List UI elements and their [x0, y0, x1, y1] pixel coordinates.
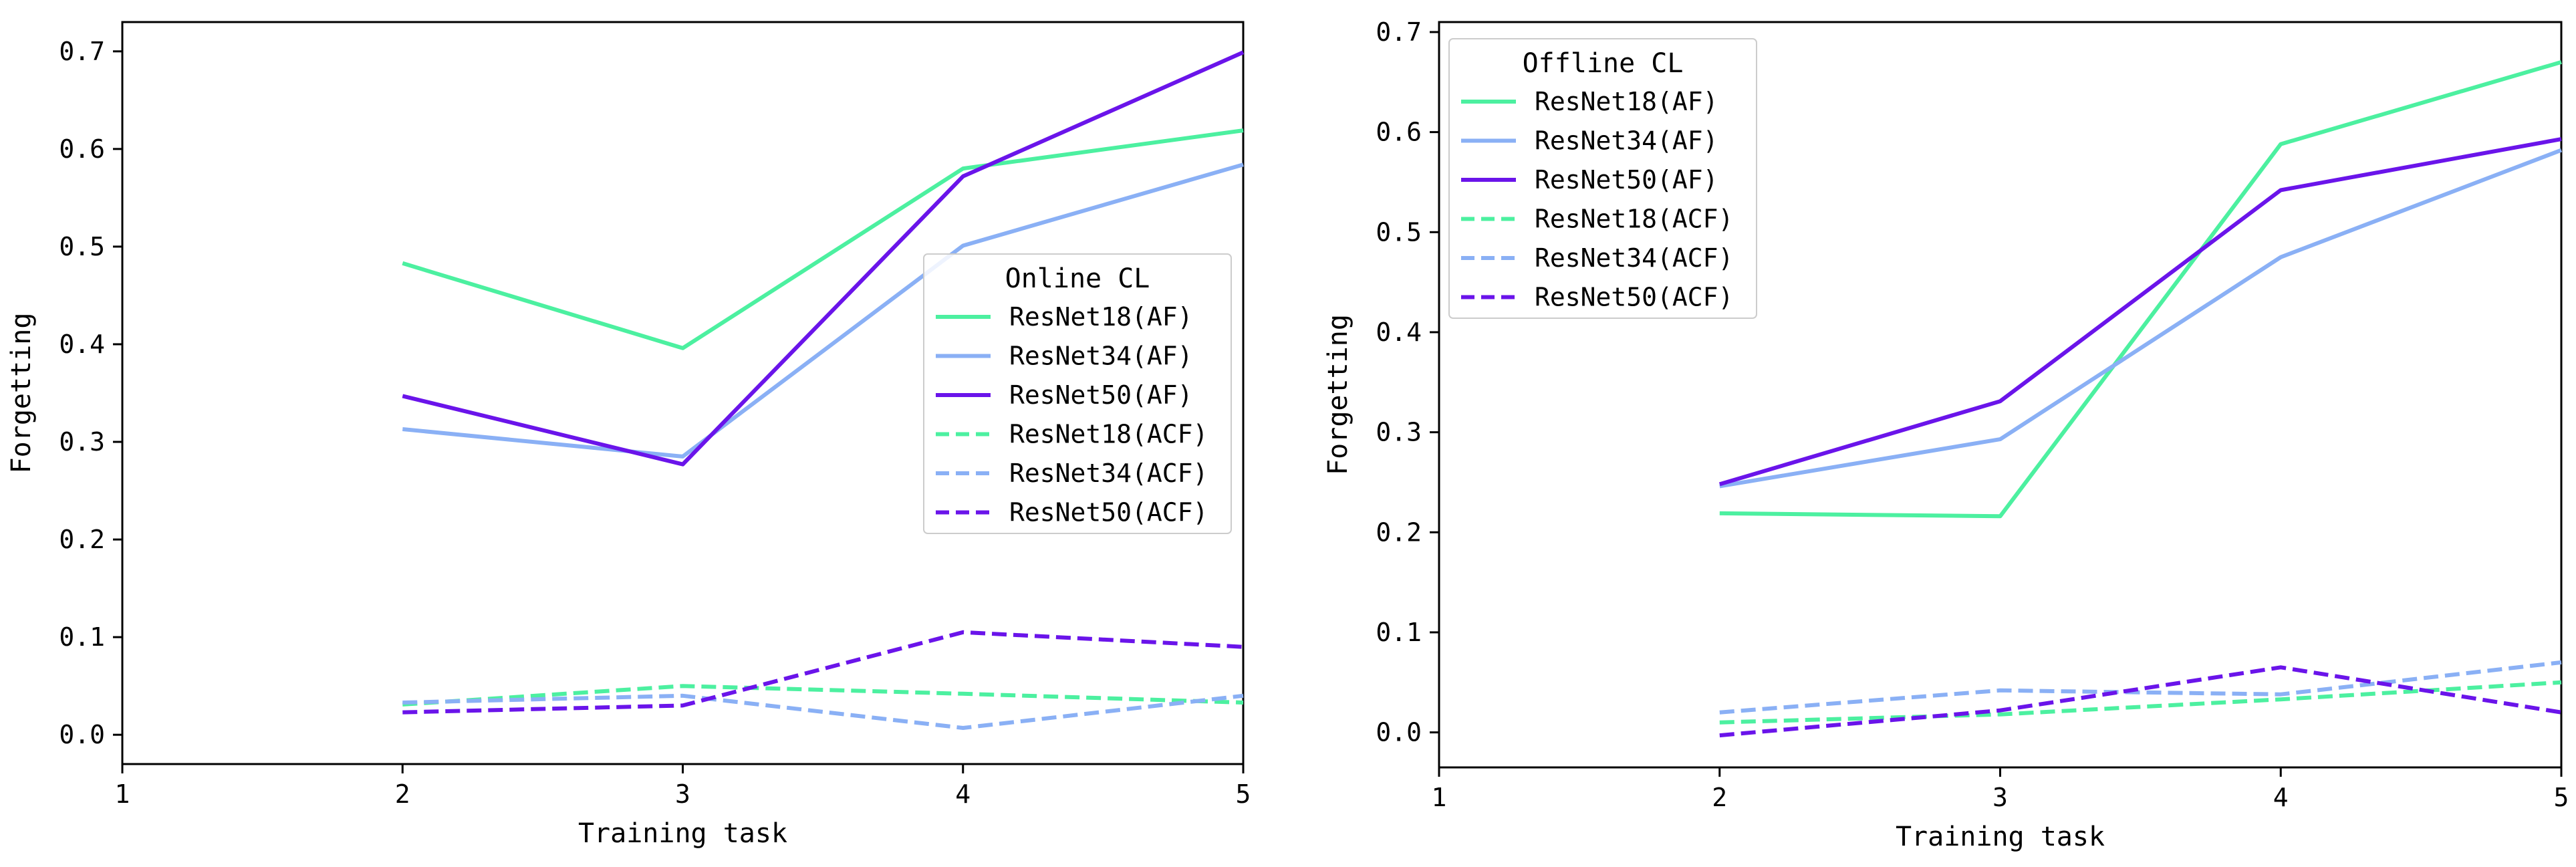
series-line-resnet50-acf: [402, 630, 1244, 715]
series-line-resnet34-af: [1719, 148, 2563, 489]
y-tick-label: 0.4: [59, 330, 105, 359]
legend-label-resnet18-acf: ResNet18(ACF): [1009, 420, 1208, 449]
y-axis-label: Forgetting: [1323, 314, 1354, 475]
y-tick-label: 0.6: [59, 134, 105, 164]
y-tick-label: 0.5: [1376, 217, 1422, 247]
legend-label-resnet50-af: ResNet50(AF): [1009, 380, 1193, 410]
x-axis-label: Training task: [1896, 822, 2105, 852]
series-line-resnet34-acf: [402, 693, 1244, 730]
y-axis-label: Forgetting: [6, 313, 37, 474]
legend-label-resnet34-acf: ResNet34(ACF): [1009, 459, 1208, 488]
chart-offline-cl: 1 2 3 4 5 0.0 0.1 0.2 0.3 0.4 0.5 0.6 0.7 Training ta…: [1323, 17, 2569, 852]
legend-label-resnet18-acf: ResNet18(ACF): [1535, 205, 1733, 234]
y-tick-label: 0.2: [1376, 517, 1422, 547]
legend-label-resnet50-acf: ResNet50(ACF): [1009, 498, 1208, 527]
legend-label-resnet34-acf: ResNet34(ACF): [1535, 243, 1733, 273]
x-tick-label: 1: [115, 779, 130, 809]
series-line-resnet50-af: [402, 50, 1245, 467]
y-tick-label: 0.1: [1376, 618, 1422, 647]
legend-label-resnet18-af: ResNet18(AF): [1009, 302, 1193, 332]
series-line-resnet50-acf: [1719, 665, 2562, 738]
y-tick-label: 0.6: [1376, 118, 1422, 147]
y-tick-label: 0.3: [1376, 418, 1422, 447]
legend-title: Offline CL: [1523, 48, 1684, 79]
x-tick-label: 2: [395, 779, 410, 809]
x-tick-label: 1: [1432, 783, 1447, 812]
series-line-resnet50-af: [1718, 137, 2562, 487]
y-tick-label: 0.4: [1376, 318, 1422, 347]
legend: Offline CL ResNet18(AF) ResNet34(AF) ResNet…: [1448, 38, 1757, 319]
y-tick-label: 0.7: [59, 37, 105, 66]
x-tick-label: 5: [1236, 779, 1251, 809]
legend-box: [1448, 38, 1757, 319]
series-line-resnet18-af: [402, 128, 1244, 350]
legend-title: Online CL: [1005, 263, 1150, 294]
legend: Online CL ResNet18(AF) ResNet34(AF) ResNet5…: [923, 253, 1232, 534]
legend-label-resnet34-af: ResNet34(AF): [1009, 342, 1193, 371]
legend-box: [923, 253, 1232, 534]
y-tick-label: 0.7: [1376, 17, 1422, 47]
x-tick-label: 3: [1992, 783, 2008, 812]
legend-label-resnet50-af: ResNet50(AF): [1535, 165, 1718, 195]
series-line-resnet34-af: [402, 162, 1244, 459]
legend-label-resnet18-af: ResNet18(AF): [1535, 87, 1718, 116]
series-line-resnet18-af: [1719, 60, 2562, 519]
series-line-resnet18-acf: [402, 684, 1244, 707]
series-line-resnet18-acf: [1719, 680, 2562, 725]
x-axis-label: Training task: [578, 818, 787, 849]
series-line-resnet34-acf: [1719, 660, 2562, 715]
y-tick-label: 0.2: [59, 525, 105, 554]
x-tick-label: 2: [1712, 783, 1727, 812]
x-tick-label: 5: [2554, 783, 2569, 812]
y-tick-label: 0.1: [59, 622, 105, 652]
x-tick-label: 4: [955, 779, 971, 809]
x-tick-label: 4: [2273, 783, 2289, 812]
y-tick-label: 0.3: [59, 427, 105, 457]
x-tick-label: 3: [675, 779, 690, 809]
chart-online-cl: 1 2 3 4 5 0.0 0.1 0.2 0.3 0.4 0.5 0.6 0.7 Training ta…: [6, 21, 1251, 849]
y-tick-label: 0.0: [1376, 718, 1422, 747]
legend-label-resnet50-acf: ResNet50(ACF): [1535, 283, 1733, 312]
legend-label-resnet34-af: ResNet34(AF): [1535, 126, 1718, 156]
y-tick-label: 0.5: [59, 232, 105, 261]
y-tick-label: 0.0: [59, 720, 105, 749]
